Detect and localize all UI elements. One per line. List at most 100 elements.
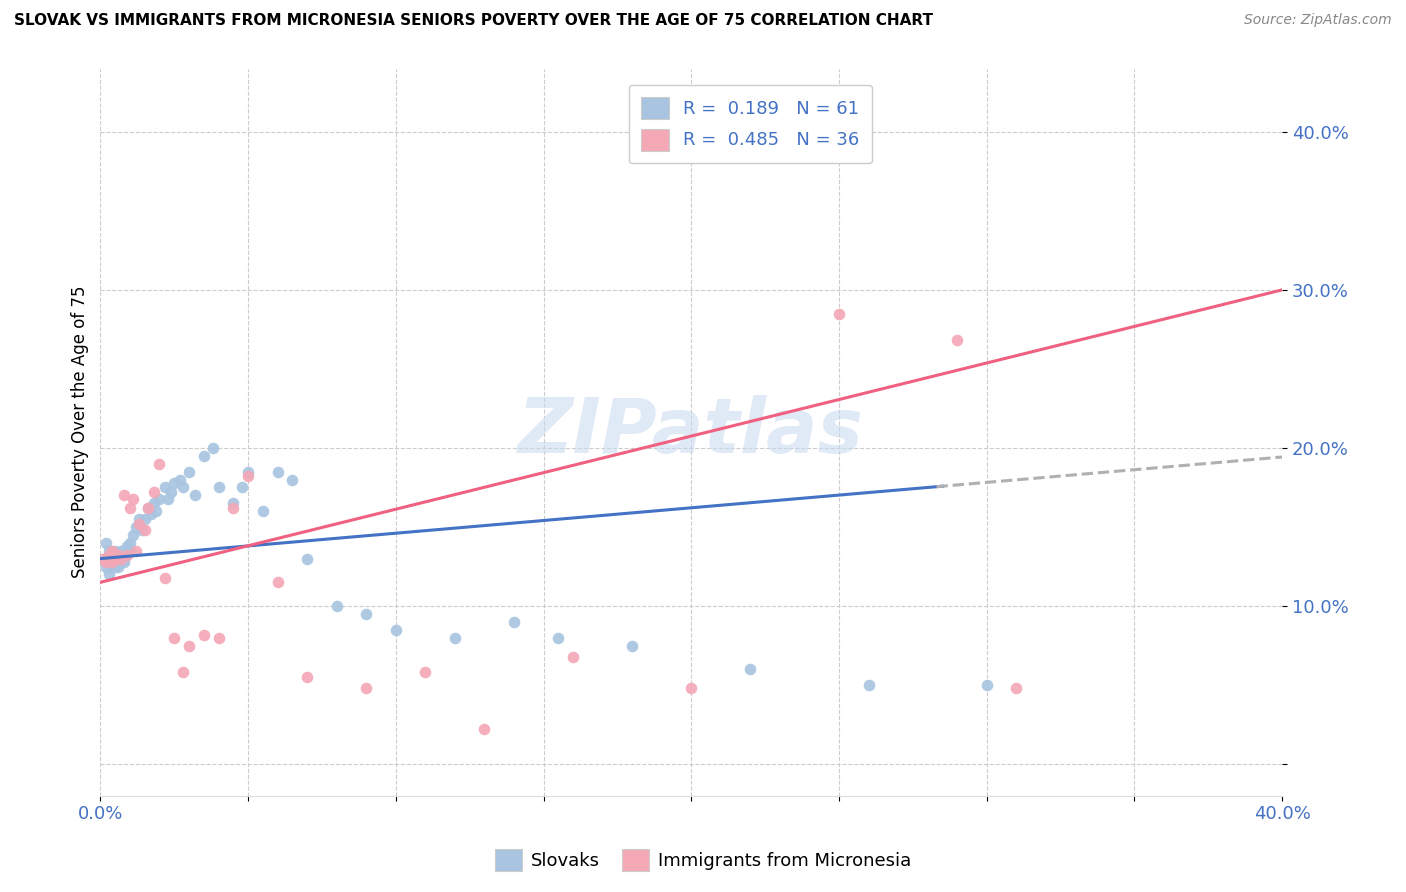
- Point: [163, 631, 186, 645]
- Point: [858, 678, 880, 692]
- Text: ZIPatlas: ZIPatlas: [519, 395, 865, 469]
- Point: [134, 523, 156, 537]
- Point: [503, 615, 526, 629]
- Point: [155, 480, 177, 494]
- Point: [98, 543, 121, 558]
- Point: [193, 627, 215, 641]
- Point: [184, 488, 207, 502]
- Y-axis label: Seniors Poverty Over the Age of 75: Seniors Poverty Over the Age of 75: [72, 286, 89, 578]
- Point: [976, 678, 998, 692]
- Point: [148, 491, 170, 506]
- Point: [295, 670, 318, 684]
- Point: [172, 665, 194, 680]
- Point: [266, 575, 288, 590]
- Point: [236, 469, 259, 483]
- Point: [107, 555, 129, 569]
- Point: [946, 334, 969, 348]
- Point: [163, 475, 186, 490]
- Point: [142, 485, 165, 500]
- Legend: Slovaks, Immigrants from Micronesia: Slovaks, Immigrants from Micronesia: [488, 842, 918, 879]
- Point: [621, 639, 644, 653]
- Point: [98, 549, 121, 563]
- Point: [356, 607, 378, 621]
- Point: [136, 501, 159, 516]
- Point: [104, 551, 127, 566]
- Point: [236, 465, 259, 479]
- Point: [1005, 681, 1028, 696]
- Point: [295, 551, 318, 566]
- Point: [96, 536, 118, 550]
- Point: [112, 555, 135, 569]
- Point: [134, 512, 156, 526]
- Point: [222, 496, 245, 510]
- Text: SLOVAK VS IMMIGRANTS FROM MICRONESIA SENIORS POVERTY OVER THE AGE OF 75 CORRELAT: SLOVAK VS IMMIGRANTS FROM MICRONESIA SEN…: [14, 13, 934, 29]
- Point: [562, 649, 585, 664]
- Point: [96, 555, 118, 569]
- Point: [98, 551, 121, 566]
- Point: [222, 501, 245, 516]
- Point: [104, 551, 127, 566]
- Point: [128, 516, 150, 531]
- Point: [145, 504, 167, 518]
- Point: [444, 631, 467, 645]
- Point: [104, 543, 127, 558]
- Point: [110, 543, 132, 558]
- Point: [128, 512, 150, 526]
- Point: [110, 551, 132, 566]
- Point: [547, 631, 569, 645]
- Point: [828, 307, 851, 321]
- Point: [125, 543, 148, 558]
- Point: [101, 559, 124, 574]
- Text: Source: ZipAtlas.com: Source: ZipAtlas.com: [1244, 13, 1392, 28]
- Point: [121, 528, 143, 542]
- Point: [115, 549, 138, 563]
- Point: [681, 681, 703, 696]
- Point: [112, 488, 135, 502]
- Point: [131, 523, 153, 537]
- Point: [231, 480, 253, 494]
- Point: [91, 551, 114, 566]
- Point: [115, 539, 138, 553]
- Point: [91, 551, 114, 566]
- Legend: R =  0.189   N = 61, R =  0.485   N = 36: R = 0.189 N = 61, R = 0.485 N = 36: [628, 85, 872, 163]
- Point: [252, 504, 274, 518]
- Point: [155, 571, 177, 585]
- Point: [98, 567, 121, 582]
- Point: [107, 549, 129, 563]
- Point: [740, 662, 762, 676]
- Point: [266, 465, 288, 479]
- Point: [385, 623, 408, 637]
- Point: [101, 543, 124, 558]
- Point: [118, 543, 141, 558]
- Point: [139, 508, 162, 522]
- Point: [157, 491, 180, 506]
- Point: [177, 465, 200, 479]
- Point: [177, 639, 200, 653]
- Point: [207, 631, 229, 645]
- Point: [115, 543, 138, 558]
- Point: [118, 501, 141, 516]
- Point: [193, 449, 215, 463]
- Point: [160, 485, 183, 500]
- Point: [125, 520, 148, 534]
- Point: [474, 723, 496, 737]
- Point: [104, 559, 127, 574]
- Point: [110, 551, 132, 566]
- Point: [112, 551, 135, 566]
- Point: [107, 559, 129, 574]
- Point: [169, 473, 191, 487]
- Point: [96, 559, 118, 574]
- Point: [356, 681, 378, 696]
- Point: [136, 501, 159, 516]
- Point: [148, 457, 170, 471]
- Point: [325, 599, 347, 613]
- Point: [121, 491, 143, 506]
- Point: [118, 536, 141, 550]
- Point: [415, 665, 437, 680]
- Point: [107, 549, 129, 563]
- Point: [110, 555, 132, 569]
- Point: [101, 555, 124, 569]
- Point: [142, 496, 165, 510]
- Point: [281, 473, 304, 487]
- Point: [201, 441, 224, 455]
